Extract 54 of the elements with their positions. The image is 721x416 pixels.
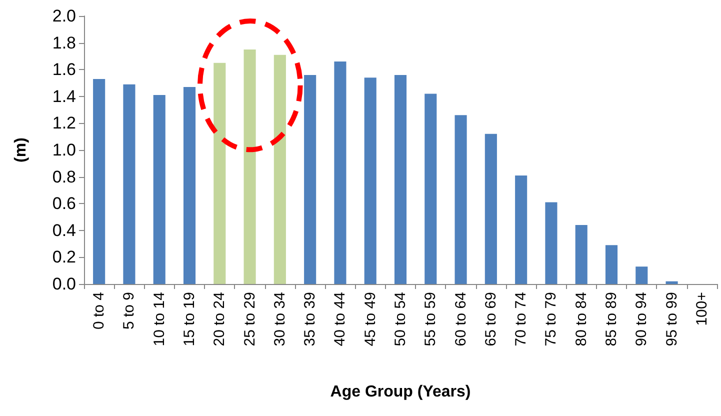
- y-tick-label: 1.2: [52, 114, 76, 133]
- y-tick-label: 0.8: [52, 167, 76, 186]
- x-tick-label: 5 to 9: [120, 292, 138, 330]
- bar: [666, 281, 678, 284]
- bar: [153, 95, 166, 284]
- y-axis-title: (m): [12, 138, 30, 162]
- x-tick-label: 45 to 49: [362, 292, 379, 346]
- bar: [214, 62, 226, 284]
- bar: [605, 245, 618, 284]
- bar: [274, 54, 286, 284]
- x-tick-label: 60 to 64: [452, 292, 470, 346]
- x-tick-label: 75 to 79: [542, 292, 560, 346]
- bar: [183, 87, 196, 284]
- x-tick-label: 55 to 59: [422, 292, 440, 346]
- y-tick-label: 1.8: [52, 33, 76, 52]
- y-tick-label: 1.4: [52, 86, 76, 106]
- bar: [304, 74, 316, 284]
- x-tick-label: 20 to 24: [211, 292, 228, 346]
- x-tick-label: 80 to 84: [572, 292, 590, 346]
- bar: [244, 50, 256, 284]
- x-tick-label: 100+: [693, 292, 710, 326]
- y-tick-label: 0.0: [52, 274, 76, 294]
- x-tick-label: 40 to 44: [332, 292, 349, 346]
- x-tick-label: 95 to 99: [663, 292, 680, 346]
- x-tick-label: 50 to 54: [392, 292, 409, 346]
- x-tick-label: 65 to 69: [482, 292, 500, 346]
- y-tick-label: 2.0: [52, 6, 76, 26]
- y-tick-label: 1.0: [52, 140, 76, 160]
- x-tick-label: 10 to 14: [150, 292, 168, 346]
- y-tick-label: 0.4: [52, 220, 76, 240]
- x-tick-label: 90 to 94: [633, 292, 650, 346]
- bar: [545, 202, 558, 284]
- x-tick-label: 70 to 74: [512, 292, 530, 346]
- bar: [515, 175, 528, 284]
- bar: [123, 84, 136, 284]
- bar: [424, 94, 437, 284]
- x-tick-label: 15 to 19: [181, 292, 198, 346]
- x-tick-label: 85 to 89: [603, 292, 620, 346]
- y-tick-label: 0.6: [52, 194, 76, 214]
- x-tick-label: 30 to 34: [271, 292, 288, 346]
- bar: [454, 115, 467, 284]
- x-axis-title: Age Group (Years): [330, 384, 471, 400]
- bar: [484, 134, 497, 284]
- y-tick-label: 1.6: [52, 60, 76, 80]
- x-tick-label: 25 to 29: [241, 292, 258, 346]
- bar: [575, 225, 588, 284]
- bar: [394, 74, 407, 284]
- bar: [636, 266, 648, 284]
- bar: [364, 78, 376, 284]
- y-tick-label: 0.2: [52, 248, 76, 267]
- bar: [93, 78, 106, 284]
- x-tick-label: 35 to 39: [302, 292, 319, 346]
- bar: [334, 62, 346, 284]
- x-tick-label: 0 to 4: [90, 292, 108, 330]
